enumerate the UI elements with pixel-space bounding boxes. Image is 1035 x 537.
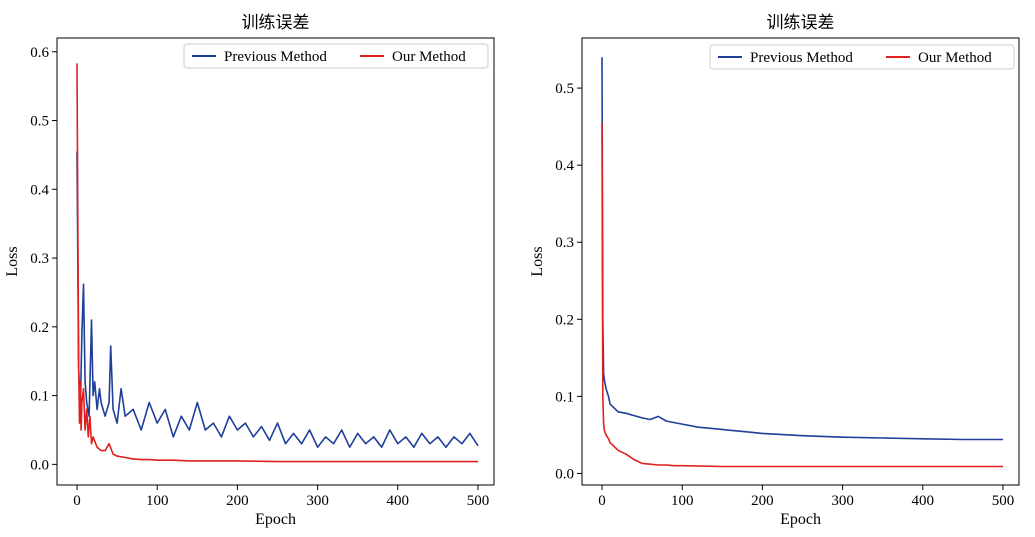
y-tick-label: 0.5 <box>30 114 49 130</box>
y-tick-label: 0.1 <box>30 389 49 405</box>
y-tick-label: 0.6 <box>30 45 49 61</box>
x-tick-label: 100 <box>671 493 694 509</box>
legend-label: Our Method <box>918 50 992 66</box>
x-tick-label: 500 <box>467 493 490 509</box>
x-tick-label: 400 <box>912 493 935 509</box>
chart-panel-1: 训练误差 0 100 200 300 400 500 0.0 0.1 0.2 0.3 0.4 0.5 0.… <box>4 13 495 528</box>
chart-title: 训练误差 <box>242 13 310 33</box>
x-tick-label: 0 <box>598 493 606 509</box>
x-axis-label: Epoch <box>255 511 296 528</box>
y-tick-label: 0.3 <box>30 251 49 267</box>
y-tick-label: 0.0 <box>555 466 574 482</box>
legend-label: Previous Method <box>224 49 327 65</box>
x-tick-label: 400 <box>387 493 410 509</box>
legend-label: Our Method <box>392 49 466 65</box>
x-tick-label: 500 <box>992 493 1015 509</box>
y-axis-label: Loss <box>4 246 21 276</box>
legend-box <box>183 43 489 69</box>
series-line-our-method <box>601 122 1003 468</box>
x-tick-label: 200 <box>226 493 249 509</box>
legend: Previous Method Our Method <box>709 44 1015 70</box>
x-tick-label: 300 <box>306 493 329 509</box>
legend: Previous Method Our Method <box>183 43 489 69</box>
y-tick-label: 0.3 <box>555 235 574 251</box>
x-tick-label: 300 <box>831 493 854 509</box>
y-tick-label: 0.5 <box>555 81 574 97</box>
x-tick-label: 100 <box>146 493 169 509</box>
y-tick-label: 0.4 <box>555 158 574 174</box>
legend-label: Previous Method <box>750 50 853 66</box>
y-tick-label: 0.4 <box>30 182 49 198</box>
x-tick-label: 200 <box>751 493 774 509</box>
plot-frame <box>56 37 495 486</box>
chart-title: 训练误差 <box>767 13 835 33</box>
plot-frame <box>581 37 1020 486</box>
series-line-previous-method <box>601 57 1003 441</box>
y-tick-label: 0.0 <box>30 457 49 473</box>
series-line-previous-method <box>76 151 479 449</box>
x-axis-label: Epoch <box>780 511 821 528</box>
x-tick-label: 0 <box>73 493 81 509</box>
y-tick-label: 0.2 <box>555 312 574 328</box>
series-line-our-method <box>76 63 478 463</box>
y-axis-label: Loss <box>529 246 546 276</box>
chart-panel-2: 训练误差 0 100 200 300 400 500 0.0 0.1 0.2 0.3 0.4 0.5 Ep… <box>529 13 1020 528</box>
legend-box <box>709 44 1015 70</box>
y-tick-label: 0.2 <box>30 320 49 336</box>
y-tick-label: 0.1 <box>555 389 574 405</box>
